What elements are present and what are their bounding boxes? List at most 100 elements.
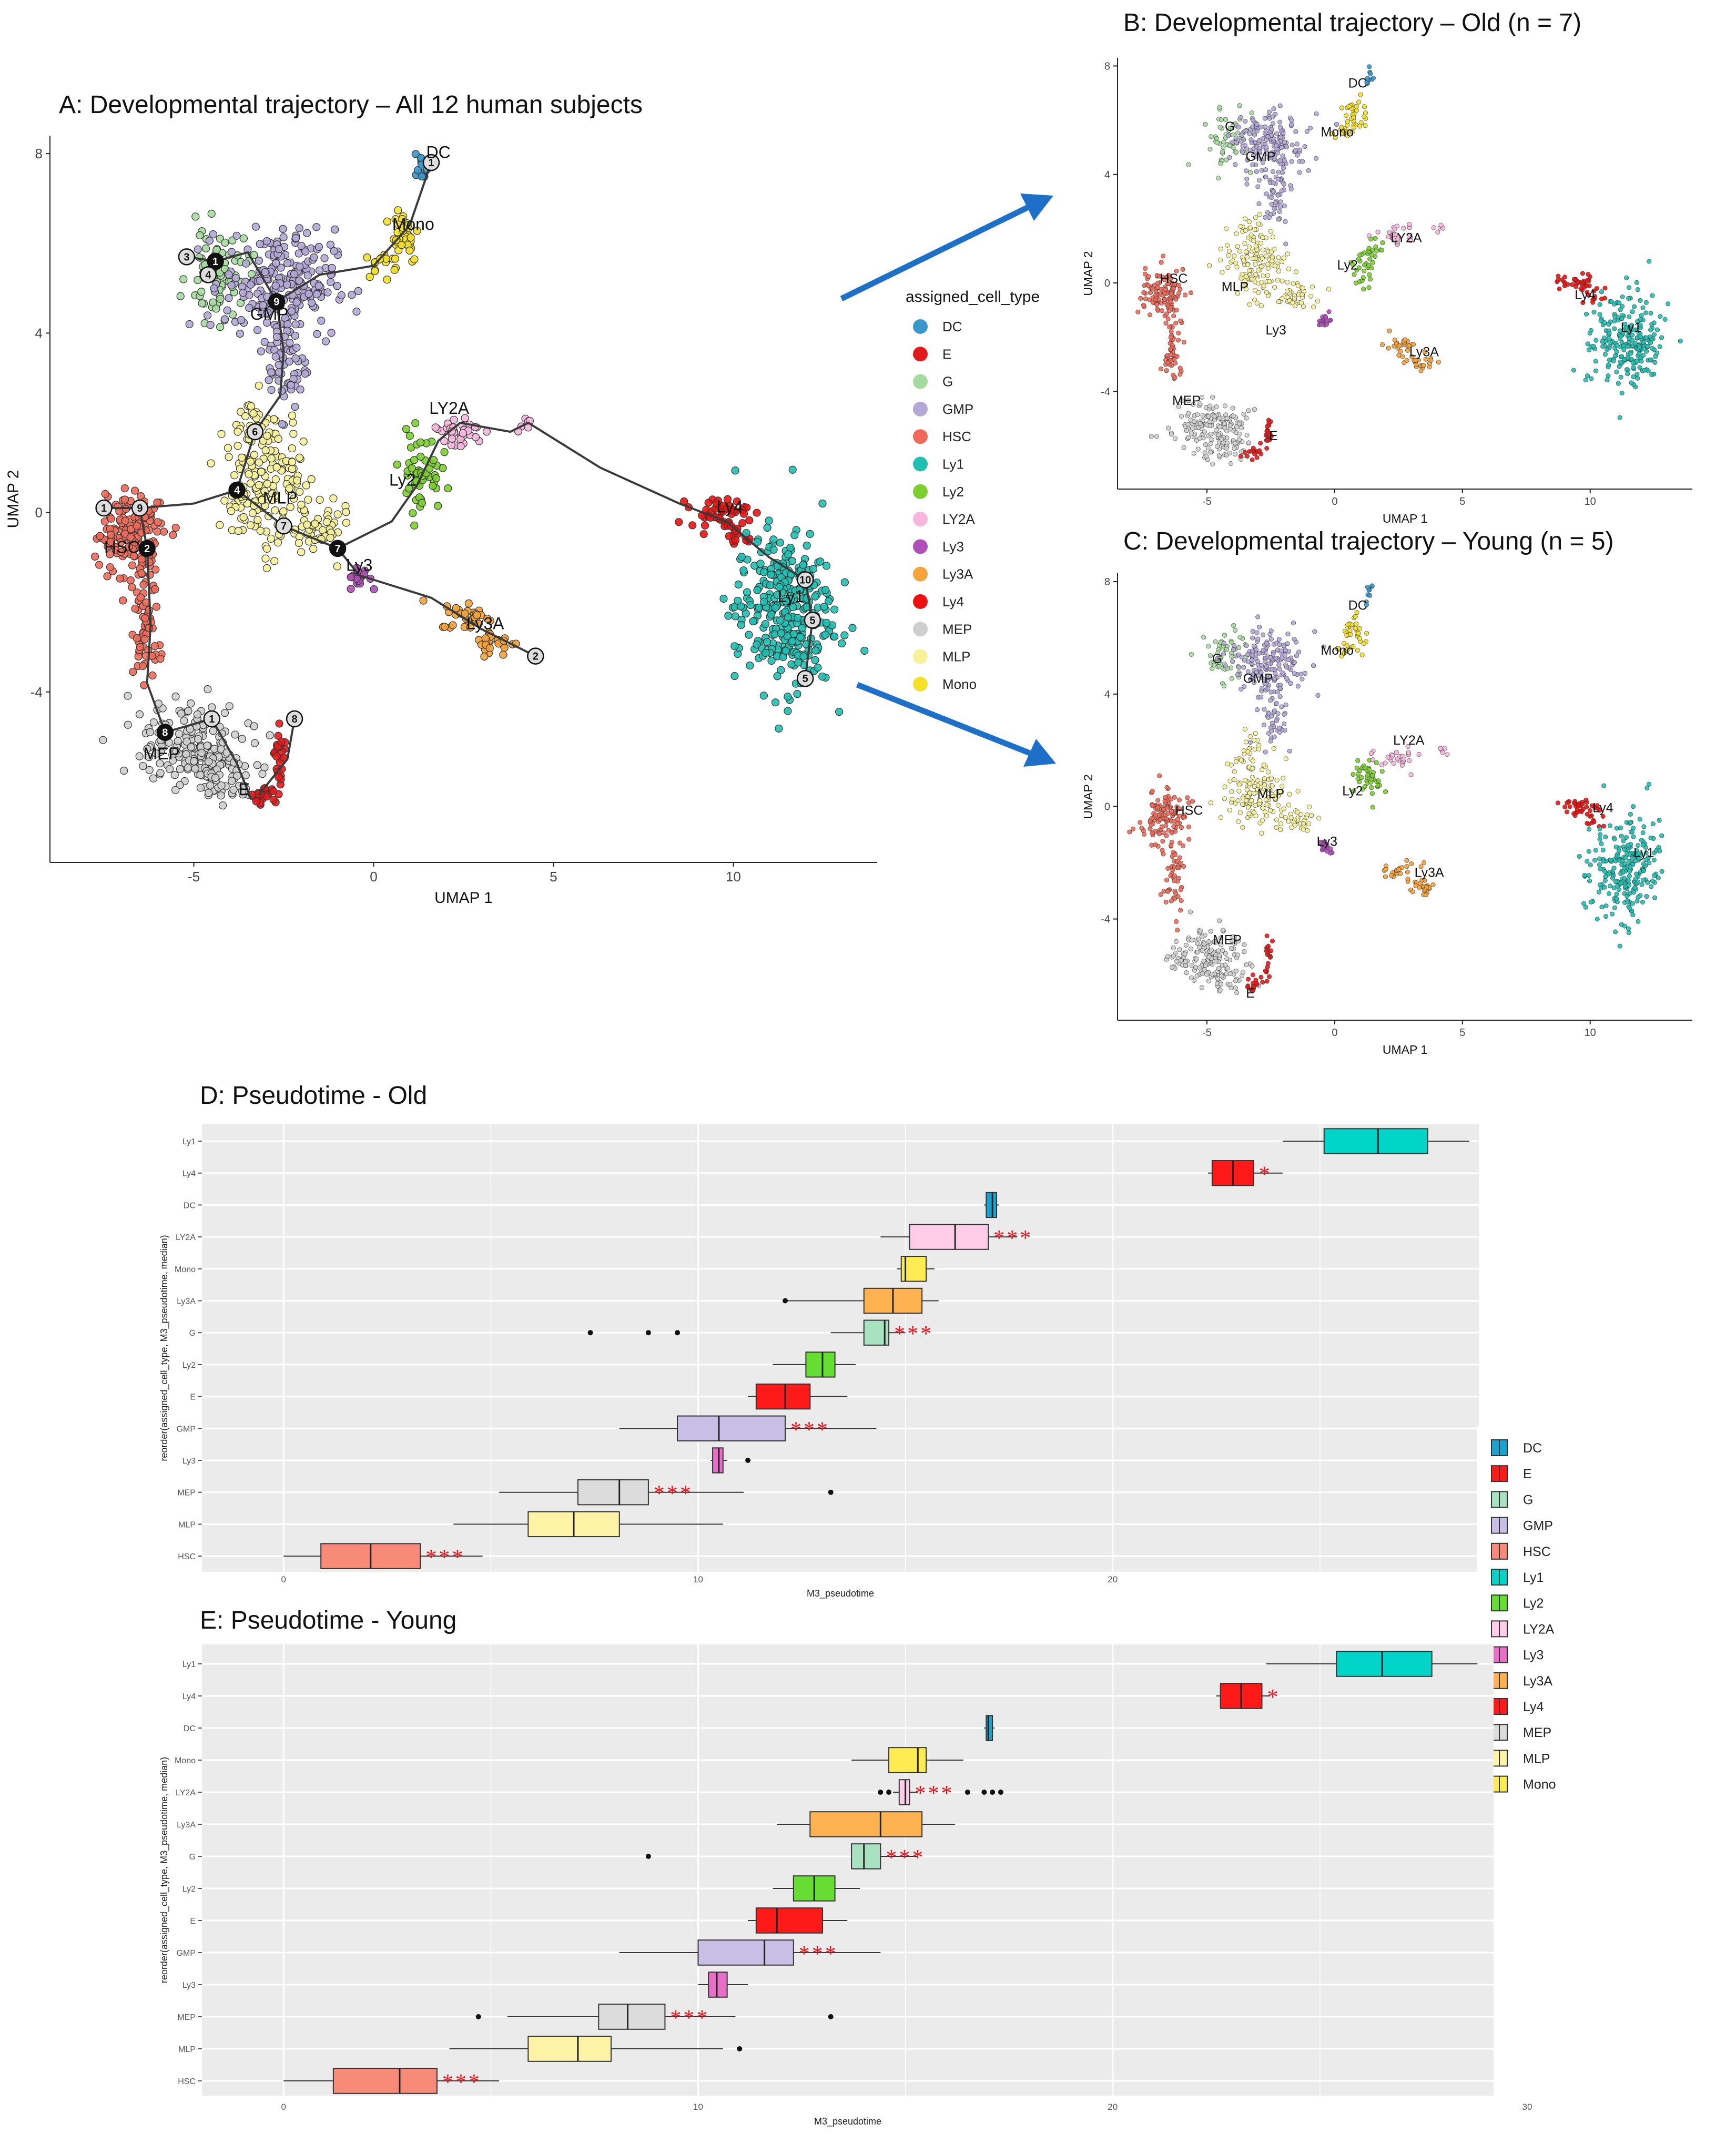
box-body [527, 2036, 612, 2062]
cell-point-mlp [249, 409, 258, 418]
cell-point-mep [217, 791, 225, 800]
y-tick-label: 4 [35, 325, 43, 341]
cell-point-mlp [225, 453, 233, 461]
cell-point-mlp [227, 507, 236, 515]
cell-point-mlp [246, 521, 255, 530]
cell-point-mlp [270, 557, 279, 565]
cell-point-mlp [220, 496, 229, 505]
y-tick-label: Mono [175, 1756, 196, 1765]
cell-point-hsc [107, 531, 115, 539]
cell-point-mep [170, 771, 179, 779]
cell-point-mep [145, 753, 153, 761]
cell-point-hsc [121, 516, 129, 525]
cell-point-mlp [207, 459, 215, 468]
cell-point-mep [229, 786, 238, 794]
cell-point-mep [197, 749, 206, 757]
cell-point-hsc [171, 523, 180, 532]
outlier-point [737, 2046, 743, 2051]
cell-point-hsc [101, 490, 109, 498]
cell-point-mlp [260, 487, 269, 495]
cell-point-hsc [120, 495, 129, 504]
cell-point-mlp [307, 475, 316, 483]
cell-point-hsc [126, 533, 135, 542]
cell-point-hsc [107, 514, 115, 523]
cell-point-mep [135, 752, 144, 760]
cell-point-mlp [333, 562, 341, 571]
cell-point-mep [204, 685, 212, 694]
cell-point-hsc [137, 555, 146, 564]
cell-point-hsc [151, 585, 159, 594]
x-tick-label: 0 [281, 2102, 286, 2112]
x-tick-label: 5 [550, 869, 557, 885]
cell-point-mep [139, 761, 147, 770]
cell-point-mlp [295, 487, 304, 496]
cell-point-hsc [91, 552, 99, 561]
x-axis-title: UMAP 1 [434, 889, 493, 907]
cell-point-mep [238, 735, 246, 743]
cell-point-mlp [273, 538, 282, 547]
cell-point-hsc [148, 671, 157, 680]
cell-point-mep [149, 774, 158, 783]
cell-point-mlp [297, 501, 306, 509]
outlier-point [990, 1790, 996, 1795]
cell-point-hsc [128, 561, 137, 570]
cell-point-hsc [137, 569, 146, 577]
cell-point-mlp [239, 513, 248, 522]
cell-point-hsc [131, 604, 139, 613]
cell-point-hsc [156, 655, 165, 663]
cell-point-mlp [288, 444, 296, 453]
panel-e-title: E: Pseudotime - Young [200, 1607, 457, 1634]
cell-point-mlp [309, 545, 318, 553]
cell-point-hsc [136, 593, 145, 602]
cell-point-mep [203, 741, 211, 750]
cell-point-mep [225, 702, 234, 710]
cell-point-hsc [154, 518, 162, 526]
box-body [755, 1907, 823, 1934]
cell-point-e [252, 797, 260, 806]
cell-point-hsc [116, 574, 124, 583]
cell-point-hsc [133, 634, 141, 643]
cell-point-mlp [295, 453, 303, 462]
significance-marker: *** [799, 1942, 838, 1966]
x-tick-label: 10 [726, 869, 741, 885]
cell-point-mlp [267, 454, 276, 463]
cell-point-mlp [234, 526, 242, 535]
cell-point-mlp [263, 480, 271, 488]
cell-point-mlp [271, 506, 279, 515]
cell-point-hsc [169, 531, 177, 539]
cell-point-hsc [106, 563, 115, 572]
x-tick-label: -5 [188, 869, 200, 885]
cell-point-hsc [159, 527, 168, 536]
box-body [1336, 1651, 1433, 1677]
box-body [898, 1779, 910, 1805]
cell-point-mlp [288, 458, 297, 466]
cell-point-mlp [303, 521, 311, 529]
cell-point-mep [172, 747, 180, 755]
x-axis-title: M3_pseudotime [814, 2116, 881, 2127]
cell-point-mlp [262, 564, 271, 573]
cell-point-mlp [253, 516, 262, 524]
cell-point-hsc [120, 484, 129, 493]
cell-point-mep [193, 710, 202, 719]
box-body [851, 1843, 881, 1869]
cell-point-mlp [333, 510, 342, 519]
cell-point-mep [145, 766, 154, 774]
panel-b-title: B: Developmental trajectory – Old (n = 7… [1123, 9, 1582, 37]
cell-point-hsc [139, 581, 148, 589]
cell-point-hsc [129, 552, 138, 561]
cell-point-mlp [316, 495, 324, 504]
cell-point-mep [146, 728, 154, 736]
cell-point-mlp [290, 494, 298, 503]
cell-point-hsc [128, 583, 136, 592]
y-tick-label: DC [184, 1724, 196, 1733]
y-tick-label: Ly1 [182, 1660, 196, 1669]
cell-point-mlp [224, 444, 232, 452]
outlier-point [998, 1790, 1003, 1795]
box-body [598, 2004, 666, 2030]
cell-point-mep [171, 786, 180, 794]
cell-point-mlp [238, 453, 246, 462]
panel-a-title: A: Developmental trajectory – All 12 hum… [59, 91, 643, 119]
y-tick-label: HSC [178, 2077, 196, 2086]
cell-point-mlp [246, 479, 255, 487]
